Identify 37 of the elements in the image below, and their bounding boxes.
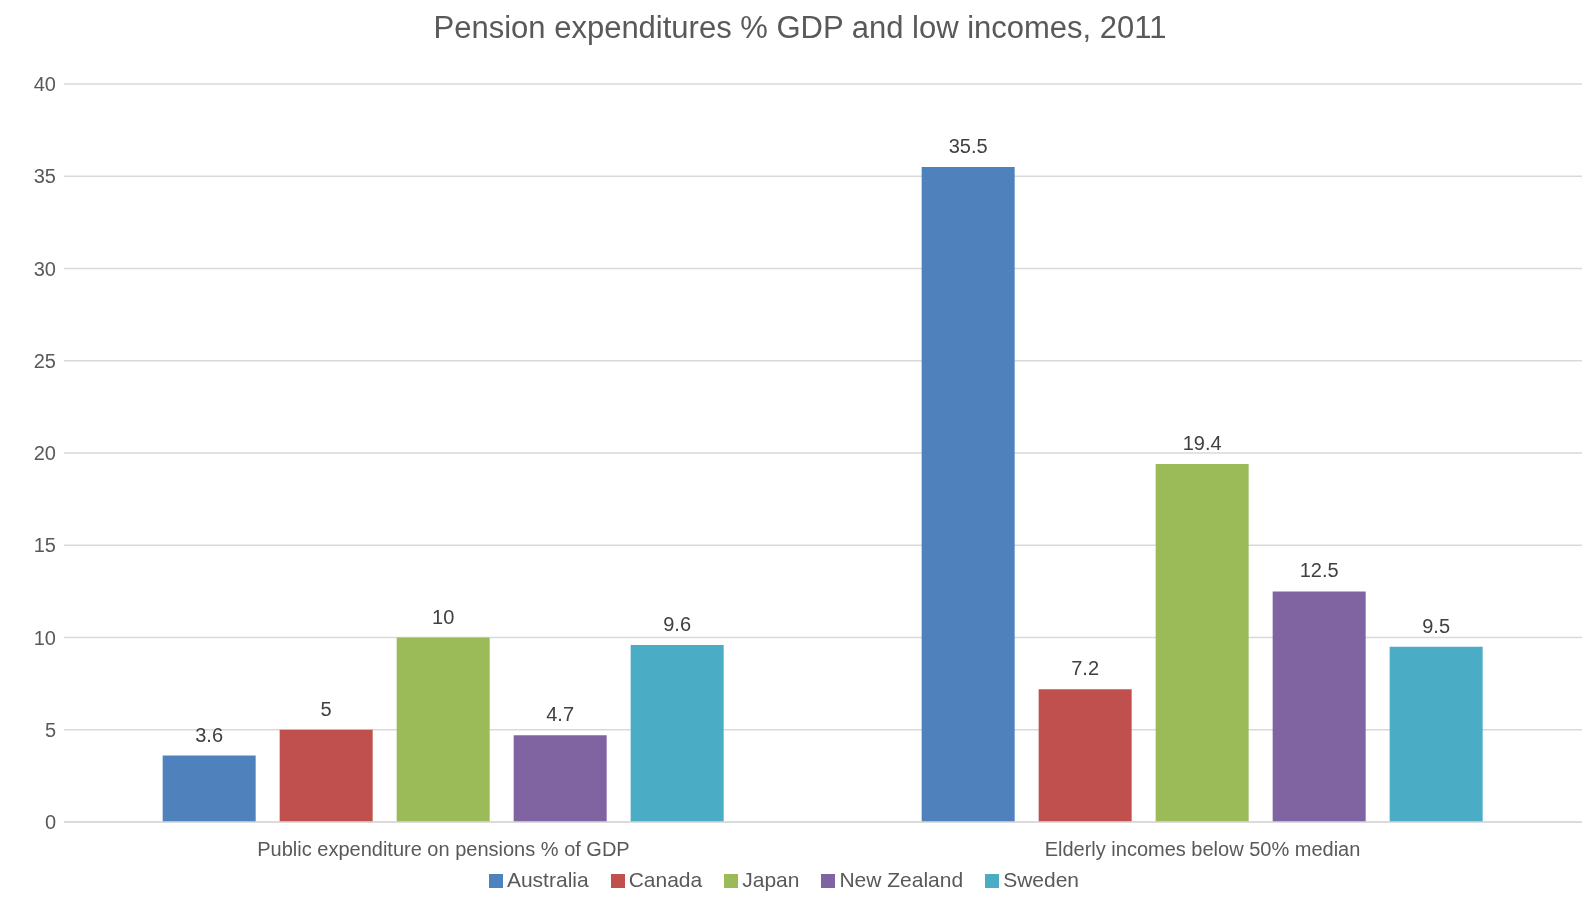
bar — [630, 644, 724, 822]
data-label: 7.2 — [1071, 657, 1100, 680]
legend-label: Australia — [506, 868, 589, 891]
data-label: 3.6 — [195, 723, 224, 746]
y-tick-label: 25 — [33, 349, 56, 372]
bar — [513, 735, 607, 822]
data-label: 35.5 — [948, 135, 988, 158]
y-tick-label: 30 — [33, 257, 56, 280]
data-label: 9.5 — [1422, 614, 1451, 637]
bar — [1038, 689, 1132, 822]
x-tick-label: Elderly incomes below 50% median — [1044, 838, 1361, 861]
legend-label: Sweden — [1003, 868, 1080, 891]
data-label: 5 — [320, 697, 332, 720]
bar — [1155, 464, 1249, 822]
bar — [921, 167, 1015, 822]
y-tick-label: 20 — [33, 442, 56, 465]
bar — [1389, 646, 1483, 822]
y-tick-label: 35 — [33, 165, 56, 188]
bar — [1272, 591, 1366, 822]
data-label: 12.5 — [1299, 559, 1339, 582]
y-tick-label: 40 — [33, 73, 56, 96]
bar — [162, 755, 256, 822]
y-tick-label: 10 — [33, 626, 56, 649]
bar — [396, 637, 490, 822]
x-tick-label: Public expenditure on pensions % of GDP — [257, 838, 630, 861]
y-tick-label: 0 — [44, 811, 56, 834]
chart-title: Pension expenditures % GDP and low incomes, 2011 — [432, 9, 1168, 47]
data-label: 10 — [432, 605, 455, 628]
data-label: 19.4 — [1182, 432, 1222, 455]
legend-label: Japan — [742, 868, 800, 891]
y-tick-label: 15 — [33, 534, 56, 557]
legend-label: New Zealand — [839, 868, 964, 891]
bar — [279, 729, 373, 822]
legend-label: Canada — [628, 868, 703, 891]
y-tick-label: 5 — [44, 718, 56, 741]
data-label: 9.6 — [663, 612, 692, 635]
data-label: 4.7 — [546, 703, 575, 726]
